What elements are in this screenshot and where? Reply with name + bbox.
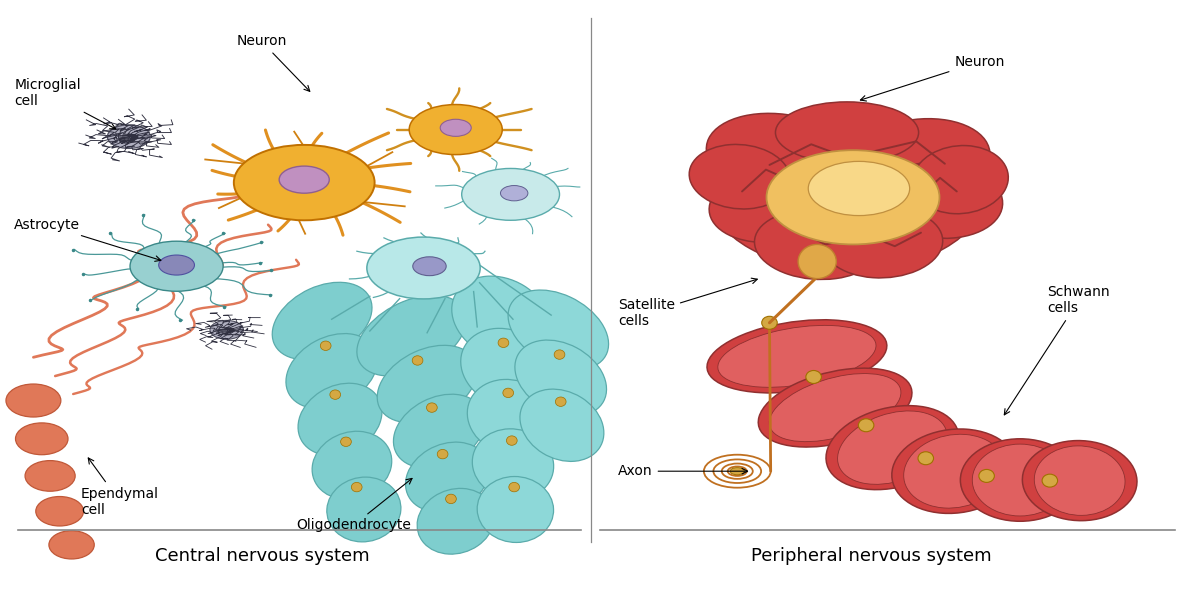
Ellipse shape	[418, 488, 494, 554]
Ellipse shape	[159, 255, 194, 275]
Text: Microglial
cell: Microglial cell	[14, 78, 116, 129]
Text: Peripheral nervous system: Peripheral nervous system	[750, 547, 991, 565]
Text: Oligodendrocyte: Oligodendrocyte	[296, 478, 412, 532]
Ellipse shape	[718, 325, 876, 388]
Ellipse shape	[769, 373, 901, 442]
Ellipse shape	[520, 389, 604, 461]
Ellipse shape	[351, 482, 363, 492]
Ellipse shape	[377, 345, 477, 423]
Ellipse shape	[210, 320, 243, 339]
Ellipse shape	[501, 186, 528, 201]
Ellipse shape	[960, 439, 1080, 521]
Ellipse shape	[706, 113, 857, 199]
Ellipse shape	[754, 210, 880, 279]
Ellipse shape	[555, 397, 565, 406]
Ellipse shape	[826, 406, 959, 489]
Ellipse shape	[36, 497, 84, 526]
Ellipse shape	[357, 296, 466, 376]
Ellipse shape	[847, 118, 990, 202]
Ellipse shape	[972, 444, 1068, 516]
Ellipse shape	[298, 383, 382, 455]
Ellipse shape	[452, 276, 550, 360]
Ellipse shape	[366, 237, 480, 299]
Ellipse shape	[394, 394, 484, 468]
Ellipse shape	[477, 477, 554, 542]
Ellipse shape	[438, 449, 449, 459]
Ellipse shape	[427, 403, 437, 412]
Ellipse shape	[837, 411, 947, 484]
Ellipse shape	[25, 461, 75, 491]
Text: Central nervous system: Central nervous system	[155, 547, 370, 565]
Ellipse shape	[468, 379, 554, 455]
Ellipse shape	[506, 436, 517, 445]
Ellipse shape	[508, 482, 520, 492]
Ellipse shape	[16, 423, 68, 455]
Text: Axon: Axon	[618, 464, 748, 478]
Circle shape	[730, 468, 744, 475]
Ellipse shape	[320, 341, 332, 350]
Ellipse shape	[806, 370, 822, 383]
Ellipse shape	[472, 429, 554, 499]
Text: Satellite
cells: Satellite cells	[618, 278, 758, 329]
Ellipse shape	[440, 119, 471, 137]
Ellipse shape	[808, 161, 909, 216]
Text: Neuron: Neuron	[860, 55, 1005, 101]
Ellipse shape	[798, 244, 836, 279]
Ellipse shape	[313, 431, 391, 499]
Ellipse shape	[413, 257, 446, 276]
Ellipse shape	[330, 390, 341, 399]
Ellipse shape	[406, 442, 489, 512]
Ellipse shape	[878, 162, 1002, 239]
Ellipse shape	[903, 434, 1006, 508]
Ellipse shape	[1043, 474, 1057, 487]
Ellipse shape	[554, 350, 565, 359]
Ellipse shape	[130, 241, 223, 291]
Ellipse shape	[759, 368, 911, 447]
Ellipse shape	[234, 145, 375, 220]
Ellipse shape	[409, 104, 502, 155]
Ellipse shape	[49, 531, 94, 559]
Ellipse shape	[1034, 446, 1125, 515]
Ellipse shape	[710, 118, 984, 271]
Ellipse shape	[460, 328, 554, 408]
Ellipse shape	[462, 168, 560, 220]
Ellipse shape	[446, 494, 456, 504]
Ellipse shape	[515, 340, 606, 416]
Ellipse shape	[6, 384, 61, 417]
Ellipse shape	[412, 356, 422, 365]
Ellipse shape	[913, 145, 1008, 214]
Ellipse shape	[341, 437, 351, 446]
Ellipse shape	[327, 477, 401, 542]
Ellipse shape	[690, 144, 790, 209]
Text: Schwann
cells: Schwann cells	[1005, 285, 1109, 415]
Ellipse shape	[107, 125, 150, 148]
Ellipse shape	[709, 170, 830, 243]
Ellipse shape	[272, 282, 372, 360]
Ellipse shape	[978, 469, 995, 482]
Ellipse shape	[761, 316, 778, 329]
Ellipse shape	[499, 338, 508, 348]
Text: Astrocyte: Astrocyte	[14, 218, 161, 262]
Ellipse shape	[503, 388, 513, 398]
Text: Ependymal
cell: Ependymal cell	[81, 458, 159, 517]
Ellipse shape	[858, 419, 873, 432]
Ellipse shape	[1022, 441, 1137, 521]
Ellipse shape	[823, 207, 942, 278]
Ellipse shape	[508, 290, 608, 370]
Text: Neuron: Neuron	[236, 34, 310, 91]
Ellipse shape	[892, 429, 1016, 514]
Ellipse shape	[286, 333, 377, 409]
Ellipse shape	[919, 452, 934, 465]
Ellipse shape	[775, 102, 919, 163]
Ellipse shape	[707, 320, 886, 393]
Ellipse shape	[279, 166, 329, 193]
Ellipse shape	[767, 150, 940, 244]
